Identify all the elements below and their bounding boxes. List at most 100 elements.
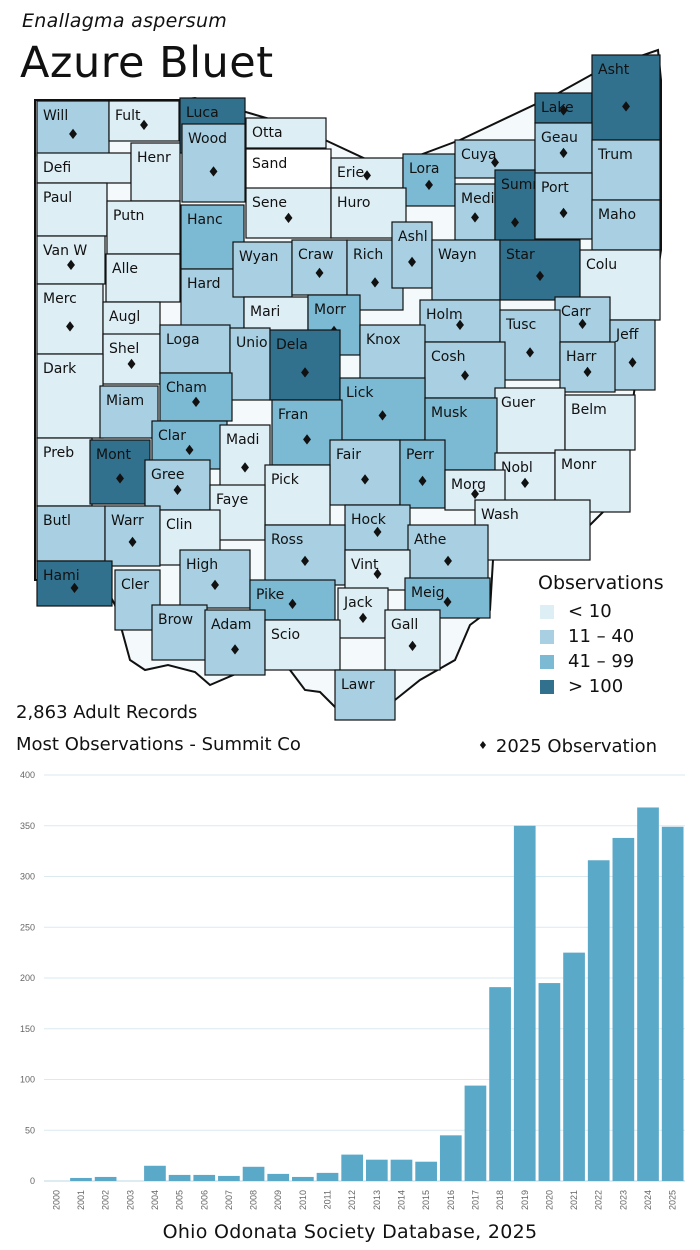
county-label: Tusc	[505, 317, 536, 333]
county-shape	[89, 439, 151, 505]
county-label: Ashl	[398, 229, 428, 245]
county-fult: Fult♦	[108, 100, 180, 142]
observation-2025-label: 2025 Observation	[495, 736, 658, 757]
observation-2025-marker: ♦	[239, 460, 252, 476]
county-craw: Craw ♦	[291, 239, 348, 296]
bar-2022	[587, 860, 610, 1181]
county-geau: Geau♦	[534, 122, 593, 174]
chart-bars	[70, 807, 684, 1181]
county-label: Holm	[426, 307, 463, 323]
yearly-observations-chart: 0 50 100 150 200 250 300 350 400 2000 2001 2002 2003…	[20, 770, 685, 1210]
county-label: Preb	[43, 445, 74, 461]
observation-2025-marker: ♦	[469, 487, 482, 503]
observation-2025-marker: ♦	[441, 595, 454, 611]
county-scio: Scio	[264, 619, 341, 671]
x-tick-label: 2010	[298, 1190, 308, 1210]
county-label: Wash	[481, 507, 519, 523]
county-label: Faye	[216, 492, 248, 508]
bar-2005	[168, 1174, 191, 1181]
county-label: Wood	[188, 131, 227, 147]
bar-2012	[341, 1154, 364, 1181]
county-label: Augl	[109, 309, 140, 325]
county-label: Fult	[115, 108, 141, 124]
county-gall: Gall ♦	[384, 609, 441, 671]
observation-2025-marker: ♦	[299, 554, 312, 570]
county-label: Harr	[566, 349, 597, 365]
legend-title: Observations	[538, 572, 664, 594]
county-label: Port	[541, 180, 569, 196]
county-ross: Ross ♦	[264, 524, 346, 586]
county-label: Alle	[112, 261, 138, 277]
x-tick-label: 2007	[224, 1190, 234, 1210]
county-van-w: Van W♦	[36, 235, 106, 285]
county-shape	[108, 100, 180, 142]
bar-2021	[563, 952, 585, 1181]
chart-ticks: 0 50 100 150 200 250 300 350 400 2000 2001 2002 2003…	[20, 770, 678, 1210]
bar-2013	[365, 1159, 388, 1181]
legend-item-lt10: < 10	[538, 599, 698, 624]
county-adam: Adam ♦	[204, 609, 266, 676]
x-tick-label: 2012	[347, 1190, 357, 1210]
county-mont: Mont ♦	[89, 439, 151, 505]
legend-swatch	[540, 679, 554, 694]
map-legend: Observations < 10 11 – 40 41 – 99 > 100	[538, 572, 698, 699]
county-tusc: Tusc ♦	[499, 309, 561, 381]
county-harr: Harr♦	[559, 341, 616, 393]
county-label: Cuya	[461, 147, 497, 163]
county-alle: Alle	[105, 253, 181, 303]
county-label: Perr	[406, 447, 434, 463]
county-label: Rich	[353, 247, 383, 263]
county-label: Huro	[337, 195, 370, 211]
y-tick-label: 250	[20, 922, 35, 932]
county-shape	[179, 549, 251, 609]
legend-item-11-40: 11 – 40	[538, 624, 698, 649]
county-shape	[36, 100, 110, 157]
bar-2015	[415, 1161, 437, 1181]
observation-2025-marker: ♦	[282, 211, 295, 227]
county-label: Erie	[337, 165, 364, 181]
county-brow: Brow	[151, 604, 208, 661]
county-shape	[391, 221, 433, 289]
observation-2025-marker: ♦	[114, 472, 127, 488]
county-layer: Will♦Fult♦Luca♦OttaLake♦Asht♦DefiHenrWoo…	[36, 54, 661, 721]
county-label: Pick	[271, 472, 300, 488]
county-shape	[499, 309, 561, 381]
county-shape	[181, 123, 246, 203]
county-label: Cham	[166, 380, 207, 396]
county-sand: Sand	[245, 148, 332, 190]
county-shel: Shel♦	[102, 333, 161, 385]
county-label: Morg	[451, 477, 486, 493]
observation-2025-marker: ♦	[126, 535, 139, 551]
observation-2025-marker: ♦	[576, 317, 589, 333]
county-label: Loga	[166, 332, 200, 348]
y-tick-label: 200	[20, 973, 35, 983]
county-lora: Lora♦	[402, 153, 456, 207]
county-label: Morr	[314, 302, 346, 318]
county-label: Brow	[158, 612, 193, 628]
observation-2025-marker: ♦	[171, 483, 184, 499]
county-shape	[36, 182, 108, 237]
county-label: Warr	[111, 513, 144, 529]
county-defi: Defi	[36, 152, 132, 184]
x-tick-label: 2005	[175, 1190, 185, 1210]
county-label: Star	[506, 247, 535, 263]
observation-2025-marker: ♦	[620, 100, 633, 116]
observation-2025-marker: ♦	[371, 567, 384, 583]
observation-2025-marker: ♦	[459, 369, 472, 385]
county-hard: Hard	[180, 268, 245, 330]
county-shape	[499, 239, 581, 301]
county-cosh: Cosh ♦	[424, 341, 506, 399]
ohio-county-map-svg: Will♦Fult♦Luca♦OttaLake♦Asht♦DefiHenrWoo…	[34, 48, 662, 721]
x-tick-label: 2022	[594, 1190, 604, 1210]
county-shape	[344, 549, 411, 591]
county-meig: Meig♦	[404, 577, 491, 619]
county-label: Belm	[571, 402, 607, 418]
county-label: Lawr	[341, 677, 375, 693]
county-madi: Madi ♦	[219, 424, 271, 496]
observation-2025-marker: ♦	[454, 318, 467, 334]
county-will: Will ♦	[36, 100, 110, 157]
county-label: Asht	[598, 62, 630, 78]
bar-2008	[242, 1166, 265, 1181]
legend-swatch	[540, 604, 554, 619]
county-label: Miam	[106, 393, 144, 409]
